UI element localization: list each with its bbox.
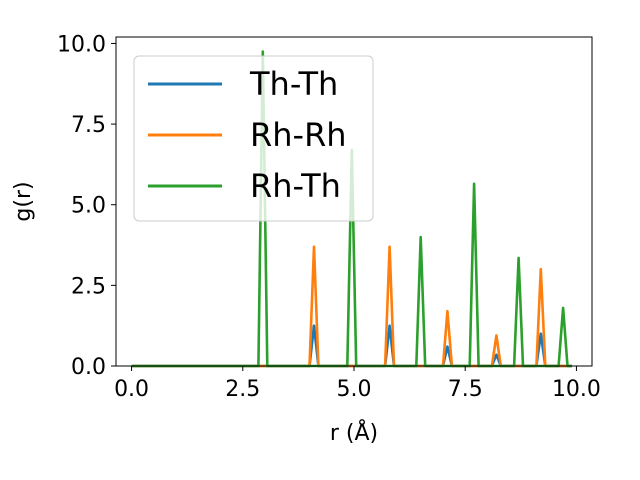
y-axis-label: g(r) [11,181,36,221]
x-tick-label: 0.0 [114,377,149,402]
x-axis-label: r (Å) [330,419,378,446]
y-tick-label: 7.5 [71,113,106,138]
series-line-rh-rh [131,245,572,368]
y-tick-label: 10.0 [57,32,106,57]
y-axis: 0.0 2.5 5.0 7.5 10.0 [57,32,116,380]
y-tick-label: 5.0 [71,194,106,219]
x-axis: 0.0 2.5 5.0 7.5 10.0 [114,366,601,402]
x-tick-label: 10.0 [552,377,601,402]
legend: Th-Th Rh-Rh Rh-Th [133,55,374,222]
x-tick-label: 5.0 [337,377,372,402]
x-tick-label: 7.5 [448,377,483,402]
y-tick-label: 0.0 [71,355,106,380]
legend-box [133,55,374,222]
y-tick-label: 2.5 [71,274,106,299]
legend-label: Rh-Rh [250,116,347,154]
legend-label: Rh-Th [250,167,341,205]
x-tick-label: 2.5 [225,377,260,402]
series-line-th-th [131,324,572,368]
legend-label: Th-Th [249,65,338,103]
